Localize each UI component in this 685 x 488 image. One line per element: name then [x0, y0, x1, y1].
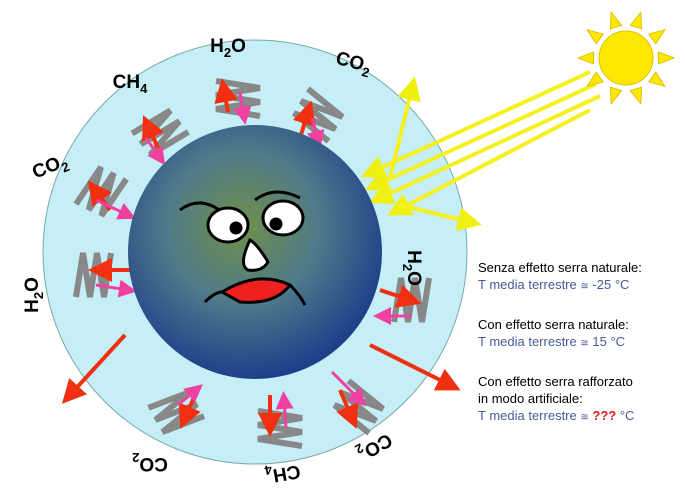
incoming-arrow — [275, 391, 294, 429]
outgoing-arrow — [379, 284, 422, 308]
sun-ray — [657, 51, 676, 65]
sunlight-arrow — [369, 94, 601, 204]
formula-base: H — [403, 250, 424, 264]
sunlight-arrow — [361, 70, 591, 178]
incoming-arrow — [95, 279, 137, 298]
formula-base: CH — [271, 460, 302, 485]
incoming-arrow — [233, 91, 252, 125]
outgoing-arrow — [61, 333, 127, 404]
formula-base: CH — [113, 72, 140, 93]
face — [179, 190, 307, 306]
approx-sign: ≅ — [580, 338, 588, 349]
gas-label: CO2 — [132, 450, 168, 474]
notes: Senza effetto serra naturale: T media ter… — [478, 260, 642, 423]
gas-label: H2O — [210, 36, 246, 60]
note-heading: in modo artificiale: — [478, 391, 583, 406]
formula-subscript: 2 — [132, 450, 139, 465]
outgoing-arrow — [336, 389, 359, 430]
incoming-arrow — [95, 198, 137, 220]
sun-ray — [609, 11, 623, 30]
formula-subscript: 2 — [360, 64, 371, 80]
temp-label: T media terrestre — [478, 408, 577, 423]
temp-label: T media terrestre — [478, 277, 577, 292]
gas-cluster — [215, 78, 261, 119]
temp-value: 15 — [592, 334, 606, 349]
note-temperature: T media terrestre ≅ 15 °C — [478, 334, 625, 349]
decoration — [61, 70, 601, 449]
note-temperature: T media terrestre ≅ -25 °C — [478, 277, 629, 292]
sun-ray — [629, 11, 643, 30]
formula-subscript: 4 — [140, 81, 148, 96]
temp-unit: °C — [620, 408, 635, 423]
gas-label: H2O — [22, 277, 46, 313]
gas-label: CH4 — [263, 457, 302, 487]
formula-tail: O — [403, 271, 424, 286]
formula-subscript: 2 — [400, 264, 415, 271]
approx-sign: ≅ — [580, 281, 588, 292]
formula-tail: O — [231, 36, 246, 57]
sunlight-arrow — [387, 108, 591, 216]
formula-subscript: 4 — [263, 462, 273, 478]
note-heading: Con effetto serra rafforzato — [478, 374, 633, 389]
sun-ray — [647, 71, 666, 88]
outgoing-arrow — [214, 78, 238, 113]
incoming-arrow — [177, 384, 203, 407]
note-heading: Senza effetto serra naturale: — [478, 260, 642, 275]
outgoing-arrow — [369, 343, 461, 391]
temp-value: ??? — [592, 408, 616, 423]
incoming-arrow — [144, 137, 166, 166]
gas-cluster — [147, 389, 206, 435]
temp-unit: °C — [615, 277, 630, 292]
formula-subscript: 2 — [224, 45, 231, 60]
gas-label: H2O — [400, 250, 424, 286]
note-heading: Con effetto serra naturale: — [478, 317, 629, 332]
incoming-arrow — [330, 370, 367, 407]
incoming-arrow — [306, 117, 325, 149]
outgoing-arrow — [142, 115, 164, 149]
sun-ray — [609, 86, 623, 105]
note-temperature: T media terrestre ≅ ??? °C — [478, 408, 634, 423]
formula-tail: O — [22, 277, 43, 292]
sun-ray — [647, 28, 666, 45]
gas-label: CH4 — [113, 72, 148, 96]
sun — [576, 11, 676, 105]
sun-ray — [586, 28, 605, 45]
formula-base: CO — [139, 453, 168, 474]
formula-base: H — [22, 299, 43, 313]
sunlight-arrow — [388, 76, 421, 179]
temp-unit: °C — [610, 334, 625, 349]
sunlight-arrow — [399, 203, 482, 231]
sun-ray — [576, 51, 595, 65]
approx-sign: ≅ — [580, 412, 588, 423]
formula-base: H — [210, 36, 224, 57]
sun-ray — [629, 86, 643, 105]
temp-value: -25 — [592, 277, 611, 292]
sunlight-arrow — [365, 82, 597, 191]
formula-subscript: 2 — [31, 292, 46, 299]
temp-label: T media terrestre — [478, 334, 577, 349]
sun-ray — [586, 71, 605, 88]
outgoing-arrow — [293, 100, 316, 139]
